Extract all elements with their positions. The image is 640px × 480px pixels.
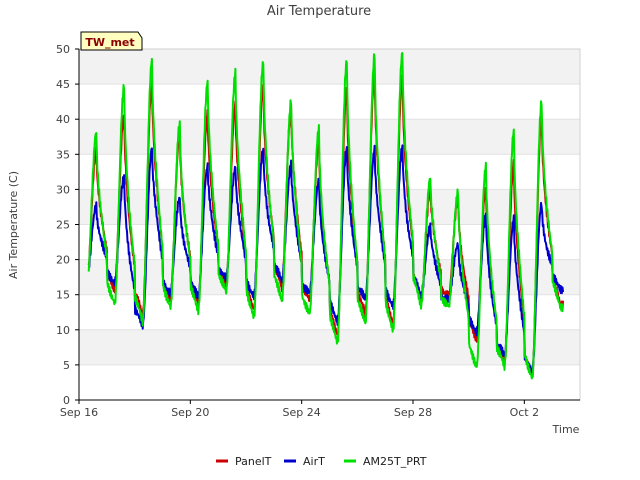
legend-label: PanelT [235,455,272,468]
y-tick-label: 15 [56,289,70,302]
band [79,224,580,260]
y-tick-label: 0 [63,394,70,407]
band [79,119,580,155]
y-tick-label: 40 [56,113,70,126]
x-tick-label: Sep 24 [283,406,321,419]
x-tick-label: Oct 2 [510,406,540,419]
y-axis-label: Air Temperature (C) [7,171,20,279]
legend: PanelT AirT AM25T_PRT [216,455,427,468]
y-tick-label: 25 [56,219,70,232]
x-tick-label: Sep 16 [60,406,98,419]
x-axis-label: Time [552,423,580,436]
y-tick-label: 35 [56,148,70,161]
y-tick-label: 50 [56,43,70,56]
y-tick-label: 10 [56,324,70,337]
band [79,49,580,85]
legend-label: AM25T_PRT [363,455,427,468]
y-tick-label: 45 [56,78,70,91]
x-tick-label: Sep 20 [171,406,209,419]
x-axis-ticks: Sep 16 Sep 20 Sep 24 Sep 28 Oct 2 [60,400,539,419]
series-line-am25t-prt [87,52,565,380]
y-tick-label: 20 [56,254,70,267]
band [79,84,580,120]
y-tick-label: 5 [63,359,70,372]
band [79,189,580,225]
chart-title: Air Temperature [267,4,371,19]
station-label: TW_met [85,36,134,49]
y-axis-ticks: 0 5 10 15 20 25 30 35 40 45 50 [56,43,79,407]
band [79,364,580,400]
legend-label: AirT [303,455,325,468]
station-badge: TW_met [80,31,143,51]
y-tick-label: 30 [56,183,70,196]
series-lines [87,52,565,380]
band [79,154,580,190]
x-tick-label: Sep 28 [394,406,432,419]
